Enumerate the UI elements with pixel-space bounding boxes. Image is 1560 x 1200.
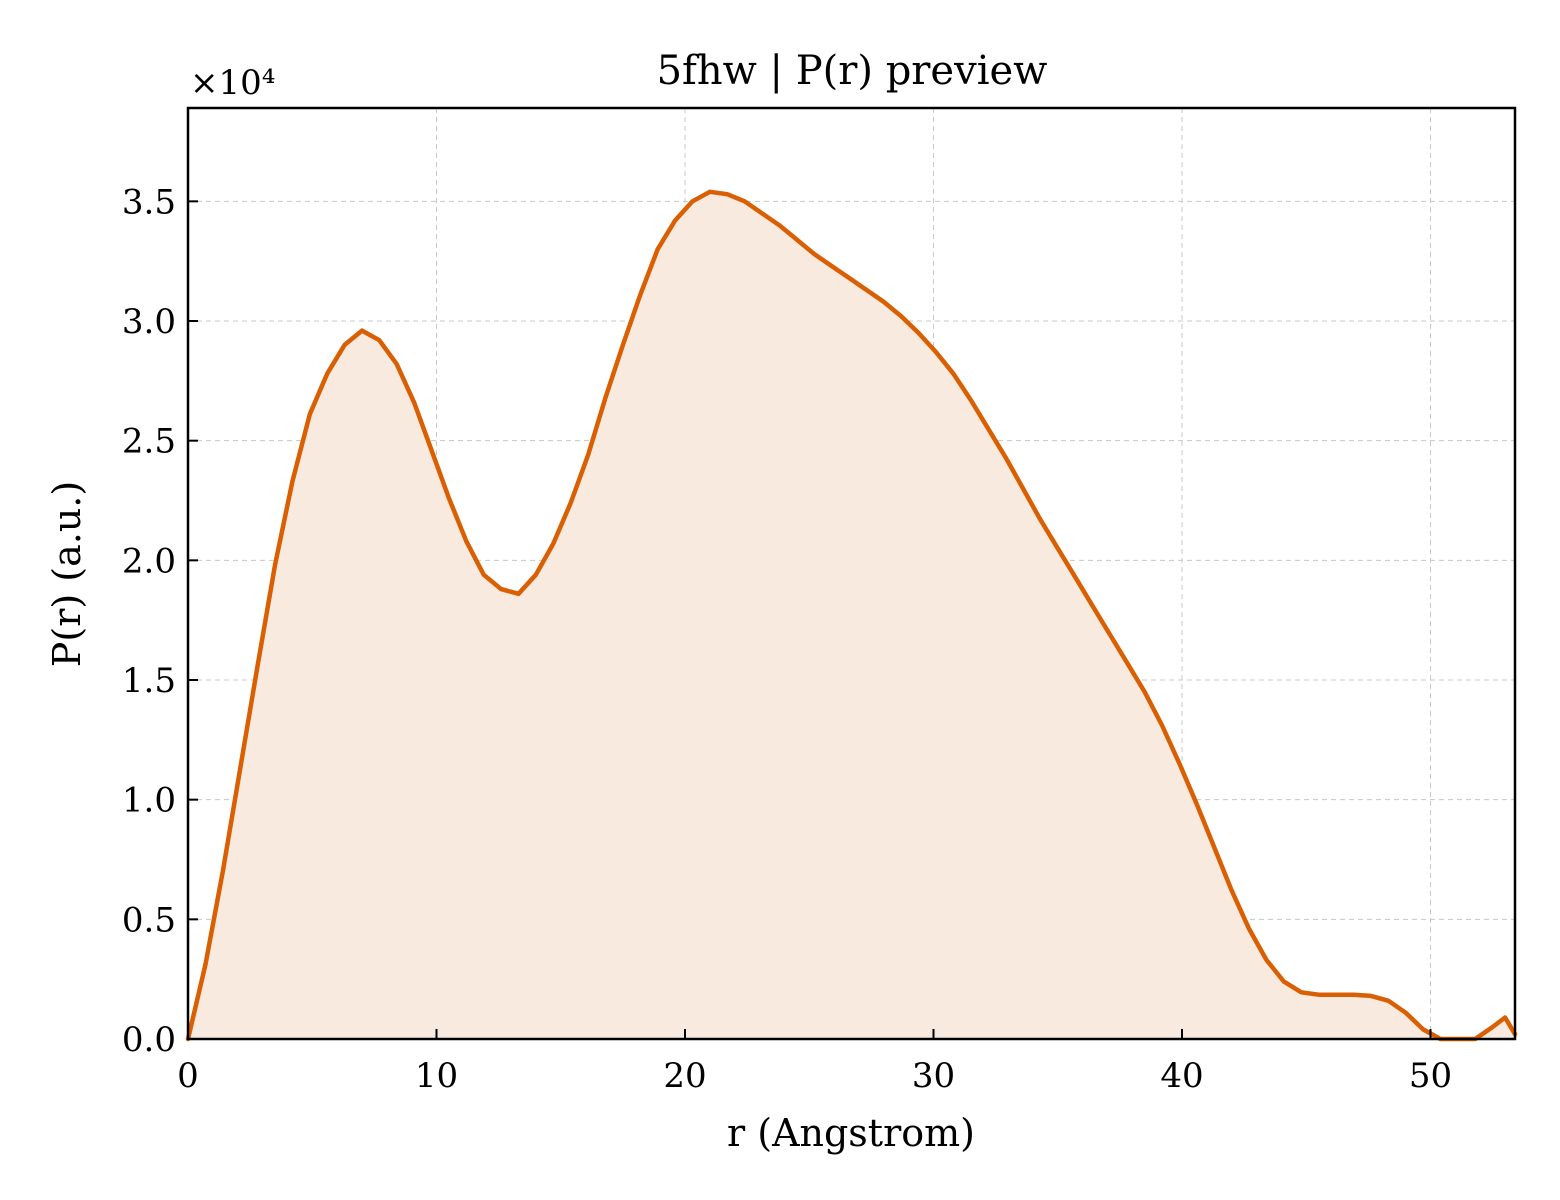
y-tick-label: 3.0 bbox=[122, 302, 176, 342]
x-axis-ticks: 0 10 20 30 40 50 bbox=[177, 1029, 1452, 1096]
pr-curve-line bbox=[185, 189, 1518, 1042]
y-multiplier-label: ×10⁴ bbox=[190, 63, 275, 103]
x-tick-label: 0 bbox=[177, 1056, 199, 1096]
y-tick-label: 0.5 bbox=[122, 900, 176, 940]
y-tick-label: 1.0 bbox=[122, 781, 176, 821]
y-axis-label: P(r) (a.u.) bbox=[45, 481, 89, 667]
y-tick-label: 1.5 bbox=[122, 661, 176, 701]
y-tick-label: 2.5 bbox=[122, 422, 176, 462]
y-tick-label: 3.5 bbox=[122, 182, 176, 222]
x-tick-label: 20 bbox=[663, 1056, 706, 1096]
chart-title: 5fhw | P(r) preview bbox=[657, 48, 1048, 94]
pr-area-fill bbox=[188, 191, 1515, 1040]
y-tick-label: 2.0 bbox=[122, 541, 176, 581]
y-tick-label: 0.0 bbox=[122, 1020, 176, 1060]
y-axis-ticks: 0.0 0.5 1.0 1.5 2.0 2.5 3.0 3.5 bbox=[122, 182, 198, 1060]
x-axis-label: r (Angstrom) bbox=[727, 1111, 975, 1155]
x-tick-label: 10 bbox=[415, 1056, 458, 1096]
x-tick-label: 40 bbox=[1160, 1056, 1203, 1096]
x-tick-label: 30 bbox=[912, 1056, 955, 1096]
plot-frame bbox=[186, 106, 1517, 1041]
x-tick-label: 50 bbox=[1409, 1056, 1452, 1096]
